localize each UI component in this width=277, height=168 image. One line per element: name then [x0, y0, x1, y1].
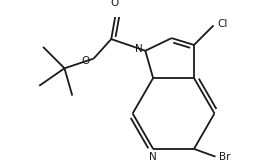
- Text: N: N: [149, 152, 157, 162]
- Text: N: N: [135, 44, 142, 54]
- Text: Cl: Cl: [217, 18, 228, 29]
- Text: O: O: [81, 55, 90, 66]
- Text: Br: Br: [219, 152, 231, 162]
- Text: O: O: [110, 0, 118, 8]
